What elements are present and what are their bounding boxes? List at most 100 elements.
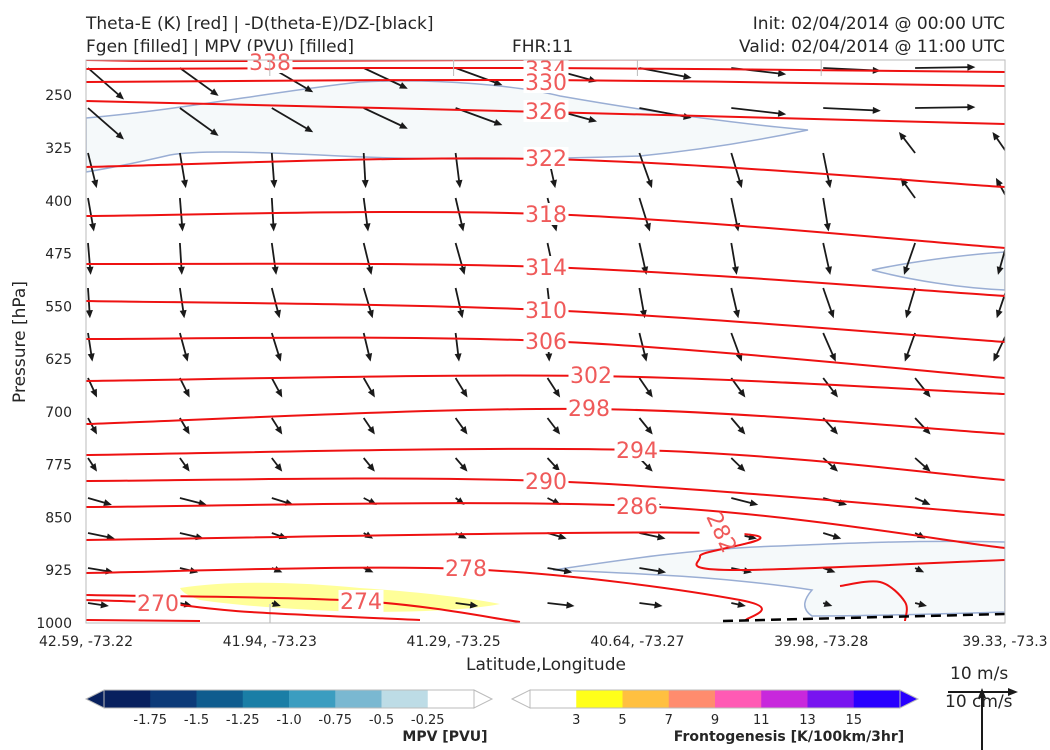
contour-label-bg bbox=[523, 147, 569, 169]
wind-vector bbox=[730, 197, 739, 228]
theta-e-contour-label: 286 bbox=[616, 495, 658, 520]
wind-vector bbox=[1007, 568, 1017, 571]
wind-vector bbox=[363, 107, 405, 128]
contour-label-bg bbox=[523, 470, 569, 492]
colorbar-swatch bbox=[427, 690, 475, 708]
wind-vector bbox=[731, 107, 783, 115]
wind-vector-head bbox=[749, 499, 759, 507]
wind-vector-head bbox=[996, 266, 1004, 275]
y-tick-label: 400 bbox=[45, 194, 72, 210]
colorbar-swatch bbox=[381, 690, 429, 708]
wind-vector-head bbox=[399, 82, 408, 89]
wind-scale-arrowhead bbox=[1008, 688, 1018, 696]
wind-vector bbox=[179, 152, 187, 185]
colorbar-swatch bbox=[196, 690, 244, 708]
x-tick-label: 41.29, -73.25 bbox=[407, 634, 501, 650]
frontogenesis-colorbar-title: Frontogenesis [K/100km/3hr] bbox=[674, 729, 904, 745]
theta-e-contour-line bbox=[86, 566, 763, 622]
wind-vector-head bbox=[91, 179, 99, 189]
wind-vector bbox=[822, 332, 835, 359]
colorbar-swatch bbox=[853, 690, 901, 708]
wind-vector bbox=[1007, 418, 1020, 432]
wind-vector-head bbox=[367, 425, 375, 435]
wind-vector bbox=[270, 242, 277, 272]
wind-vector bbox=[638, 152, 652, 185]
wind-vector-head bbox=[90, 388, 97, 398]
y-tick-label: 775 bbox=[45, 458, 72, 474]
colorbar-outline bbox=[529, 689, 901, 709]
wind-vector-head bbox=[367, 309, 374, 319]
title-left-line1: Theta-E (K) [red] | -D(theta-E)/DZ-[blac… bbox=[86, 14, 434, 34]
init-time-label: Init: 02/04/2014 @ 00:00 UTC bbox=[752, 14, 1005, 34]
wind-vector-head bbox=[210, 88, 219, 96]
wind-vector bbox=[822, 242, 831, 272]
wind-vector-head bbox=[825, 179, 833, 189]
wind-vector-head bbox=[921, 498, 931, 505]
colorbar-tick-label: 15 bbox=[845, 713, 862, 728]
wind-vector-head bbox=[829, 463, 838, 472]
wind-vector-head bbox=[904, 352, 911, 362]
wind-vector-head bbox=[656, 533, 666, 541]
wind-vector bbox=[730, 242, 737, 272]
wind-vector-head bbox=[683, 72, 692, 80]
contour-label-bg bbox=[614, 495, 660, 517]
wind-vector-head bbox=[365, 353, 373, 362]
theta-e-contour-label: 278 bbox=[445, 557, 487, 582]
wind-vector-head bbox=[993, 352, 1000, 362]
wind-vector-head bbox=[459, 426, 468, 435]
wind-vector-head bbox=[552, 426, 561, 435]
theta-e-contour-label: 294 bbox=[616, 439, 658, 464]
wind-vector-head bbox=[918, 600, 927, 608]
wind-vector-head bbox=[903, 266, 910, 275]
wind-vector-head bbox=[922, 426, 931, 435]
wind-vector-head bbox=[304, 125, 314, 133]
wind-vector bbox=[915, 66, 972, 69]
wind-vector-head bbox=[733, 309, 740, 319]
theta-e-contour-label: 318 bbox=[525, 203, 567, 228]
theta-e-contour-line bbox=[86, 599, 421, 621]
colorbar-tick-label: -1.5 bbox=[184, 713, 209, 728]
wind-vector-head bbox=[275, 388, 283, 398]
wind-vector bbox=[730, 287, 739, 315]
wind-vector-head bbox=[550, 179, 557, 189]
wind-vector-head bbox=[737, 388, 746, 398]
wind-vector bbox=[179, 287, 185, 315]
wind-vector-head bbox=[399, 122, 408, 129]
wind-vector-head bbox=[552, 463, 561, 472]
wind-vector bbox=[997, 291, 1005, 315]
theta-e-contour-line bbox=[86, 531, 1005, 572]
wind-vector-head bbox=[922, 389, 931, 398]
y-tick-label: 850 bbox=[45, 510, 72, 526]
theta-e-contour-label: 290 bbox=[525, 470, 567, 495]
wind-vector bbox=[454, 287, 463, 315]
wind-vector bbox=[906, 287, 916, 315]
wind-vector bbox=[179, 242, 183, 271]
wind-vector-head bbox=[459, 463, 468, 472]
wind-vector-head bbox=[100, 601, 109, 609]
wind-vector-head bbox=[905, 309, 912, 319]
wind-vector-head bbox=[823, 600, 833, 607]
wind-vector bbox=[822, 287, 834, 315]
contour-label-bg bbox=[614, 439, 660, 461]
wind-vector-head bbox=[459, 266, 466, 275]
wind-vector-head bbox=[825, 266, 832, 275]
wind-vector-head bbox=[367, 388, 375, 398]
mpv-region-right bbox=[871, 251, 1005, 291]
colorbar-tick-label: 9 bbox=[711, 713, 719, 728]
wind-vector bbox=[179, 197, 184, 228]
wind-vector bbox=[87, 152, 97, 185]
wind-vector-head bbox=[995, 177, 1003, 187]
vertical-scale-arrowhead bbox=[978, 688, 986, 698]
wind-vector-head bbox=[182, 352, 189, 362]
wind-vector-head bbox=[455, 179, 463, 189]
wind-vector-head bbox=[454, 353, 462, 362]
wind-vector bbox=[638, 242, 647, 272]
theta-e-contour-line bbox=[86, 60, 771, 63]
wind-vector-head bbox=[737, 463, 746, 472]
contour-label-bg bbox=[699, 521, 745, 543]
wind-vector bbox=[823, 107, 877, 112]
colorbar-tick-label: 3 bbox=[572, 713, 580, 728]
colorbar-swatch bbox=[715, 690, 762, 708]
wind-vector bbox=[363, 67, 405, 88]
x-tick-label: 39.98, -73.28 bbox=[774, 634, 868, 650]
